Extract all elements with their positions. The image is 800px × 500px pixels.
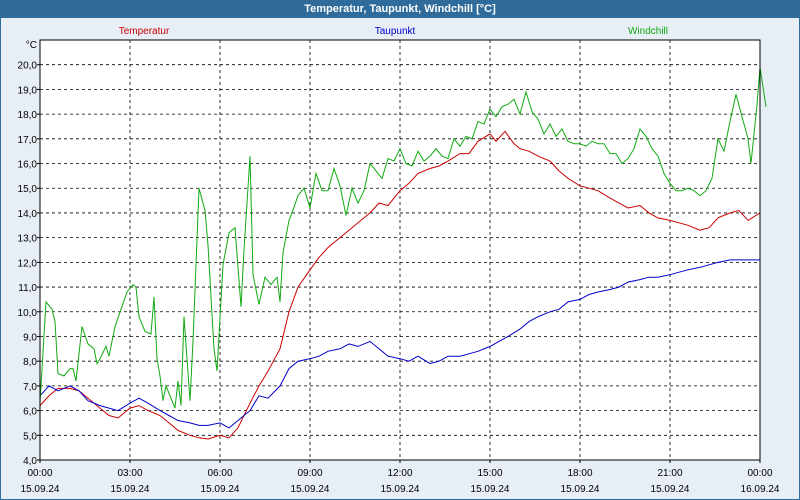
x-tick-time-label: 15:00 [477, 468, 502, 479]
x-tick-time-label: 21:00 [657, 468, 682, 479]
y-tick-label: 13,0 [18, 234, 38, 245]
y-tick-label: 9,0 [23, 332, 37, 343]
x-tick-time-label: 18:00 [567, 468, 592, 479]
series-line-windchill [39, 67, 767, 409]
y-tick-label: 19,0 [18, 85, 38, 96]
y-tick-label: 10,0 [18, 308, 38, 319]
x-tick-date-label: 15.09.24 [381, 484, 420, 495]
x-tick-time-label: 09:00 [297, 468, 322, 479]
x-tick-date-label: 15.09.24 [651, 484, 690, 495]
y-tick-label: 16,0 [18, 160, 38, 171]
x-tick-time-label: 00:00 [27, 468, 52, 479]
chart-title: Temperatur, Taupunkt, Windchill [°C] [0, 0, 800, 18]
legend-entry-temperatur: Temperatur [119, 26, 170, 37]
y-tick-label: 11,0 [18, 283, 37, 294]
legend-entry-windchill: Windchill [628, 26, 668, 37]
y-axis-unit: °C [26, 40, 37, 51]
y-tick-label: 20,0 [18, 61, 38, 72]
y-tick-label: 18,0 [18, 110, 38, 121]
y-tick-label: 6,0 [23, 407, 37, 418]
x-tick-date-label: 15.09.24 [291, 484, 330, 495]
y-tick-label: 8,0 [23, 357, 37, 368]
legend-entry-taupunkt: Taupunkt [375, 26, 416, 37]
y-tick-label: 17,0 [18, 135, 38, 146]
series-line-taupunkt [39, 259, 760, 429]
x-tick-time-label: 03:00 [117, 468, 142, 479]
y-tick-label: 14,0 [18, 209, 38, 220]
x-tick-date-label: 16.09.24 [741, 484, 780, 495]
x-tick-date-label: 15.09.24 [21, 484, 60, 495]
x-tick-date-label: 15.09.24 [201, 484, 240, 495]
y-tick-label: 4,0 [23, 456, 37, 467]
x-tick-time-label: 12:00 [387, 468, 412, 479]
x-tick-date-label: 15.09.24 [561, 484, 600, 495]
series-line-temperatur [39, 130, 761, 440]
y-tick-label: 5,0 [23, 431, 37, 442]
y-tick-label: 15,0 [18, 184, 38, 195]
x-tick-time-label: 00:00 [747, 468, 772, 479]
x-tick-time-label: 06:00 [207, 468, 232, 479]
x-tick-date-label: 15.09.24 [471, 484, 510, 495]
x-tick-date-label: 15.09.24 [111, 484, 150, 495]
y-tick-label: 12,0 [18, 258, 38, 269]
y-tick-label: 7,0 [23, 382, 37, 393]
plot-border [39, 39, 761, 461]
